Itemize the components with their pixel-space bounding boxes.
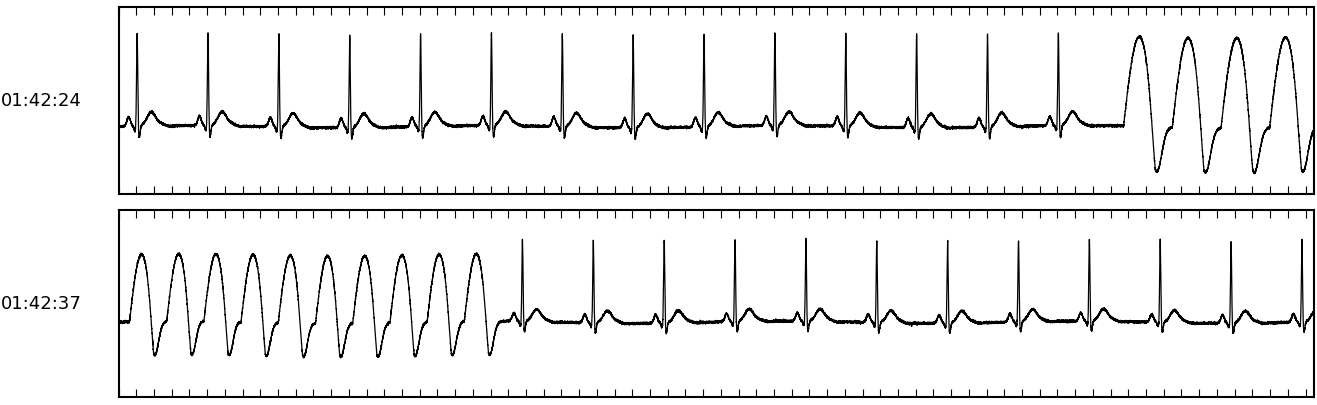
Text: 01:42:37: 01:42:37 — [1, 295, 82, 313]
Text: 01:42:24: 01:42:24 — [1, 92, 82, 110]
